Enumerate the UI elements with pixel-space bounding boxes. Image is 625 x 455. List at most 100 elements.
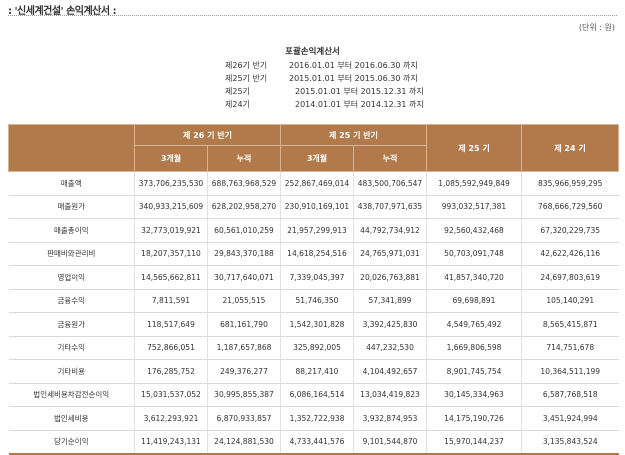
cell-value: 438,707,971,635 [353,195,427,219]
cell-value: 30,145,334,963 [426,383,522,407]
cell-value: 51,746,350 [280,289,354,313]
cell-value: 6,870,933,857 [207,406,281,431]
cell-value: 50,703,091,748 [426,242,522,266]
table-row: 당기순이익 11,419,243,131 24,124,881,530 4,73… [8,430,619,455]
period-label: 제26기 반기 [225,61,268,70]
cell-value: 8,565,415,871 [521,312,619,337]
cell-value: 447,232,530 [353,336,427,360]
cell-value: 252,867,469,014 [280,171,354,196]
cell-value: 1,542,301,828 [280,312,354,337]
header-period-24: 제 24 기 [521,124,619,172]
cell-value: 11,419,243,131 [134,430,208,455]
cell-value: 24,124,881,530 [207,430,281,455]
cell-value: 24,765,971,031 [353,242,427,266]
cell-value: 688,763,968,529 [207,171,281,196]
period-row: 제25기 반기 2015.01.01 부터 2015.06.30 까지 [225,72,424,85]
subheader-3month: 3개월 [134,145,208,172]
cell-value: 483,500,706,547 [353,171,427,196]
cell-value: 69,698,891 [426,289,522,313]
period-range: 2016.01.01 부터 2016.06.30 까지 [289,61,418,70]
row-label: 매출원가 [8,195,135,219]
period-row: 제26기 반기 2016.01.01 부터 2016.06.30 까지 [225,59,424,72]
cell-value: 176,285,752 [134,359,208,384]
period-row: 제25기 2015.01.01 부터 2015.12.31 까지 [225,85,424,98]
cell-value: 29,843,370,188 [207,242,281,266]
table-row: 기타수익 752,866,051 1,187,657,868 325,892,0… [8,336,619,360]
cell-value: 8,901,745,754 [426,359,522,384]
cell-value: 340,933,215,609 [134,195,208,219]
cell-value: 835,966,959,295 [521,171,619,196]
cell-value: 1,669,806,598 [426,336,522,360]
cell-value: 993,032,517,381 [426,195,522,219]
cell-value: 88,217,410 [280,359,354,384]
cell-value: 230,910,169,101 [280,195,354,219]
header-period-25: 제 25 기 [426,124,522,172]
cell-value: 6,086,164,514 [280,383,354,407]
cell-value: 4,104,492,657 [353,359,427,384]
period-row: 제24기 2014.01.01 부터 2014.12.31 까지 [225,98,424,111]
cell-value: 628,202,958,270 [207,195,281,219]
cell-value: 768,666,729,560 [521,195,619,219]
row-label: 금융수익 [8,289,135,313]
cell-value: 1,352,722,938 [280,406,354,431]
cell-value: 14,175,190,726 [426,406,522,431]
cell-value: 92,560,432,468 [426,218,522,243]
heading-divider [8,15,617,16]
row-label: 영업이익 [8,265,135,290]
row-label: 매출액 [8,171,135,196]
table-row: 기타비용 176,285,752 249,376,277 88,217,410 … [8,359,619,384]
table-row: 매출원가 340,933,215,609 628,202,958,270 230… [8,195,619,219]
cell-value: 1,085,592,949,849 [426,171,522,196]
cell-value: 6,587,768,518 [521,383,619,407]
cell-value: 15,031,537,052 [134,383,208,407]
period-label: 제25기 [225,87,250,96]
cell-value: 21,957,299,913 [280,218,354,243]
cell-value: 3,392,425,830 [353,312,427,337]
row-label: 당기순이익 [8,430,135,455]
table-row: 매출액 373,706,235,530 688,763,968,529 252,… [8,171,619,196]
period-label: 제25기 반기 [225,74,268,83]
subheader-cumulative: 누적 [353,145,427,172]
cell-value: 41,857,340,720 [426,265,522,290]
header-corner [8,124,135,172]
table-row: 법인세비용차감전순이익 15,031,537,052 30,995,855,38… [8,383,619,407]
row-label: 기타비용 [8,359,135,384]
cell-value: 714,751,678 [521,336,619,360]
row-label: 법인세비용차감전순이익 [8,383,135,407]
cell-value: 14,618,254,516 [280,242,354,266]
unit-note: (단위 : 원) [578,23,615,32]
cell-value: 21,055,515 [207,289,281,313]
cell-value: 24,697,803,619 [521,265,619,290]
cell-value: 57,341,899 [353,289,427,313]
cell-value: 10,364,511,199 [521,359,619,384]
header-period-26-half: 제 26 기 반기 [134,124,281,146]
period-range: 2015.01.01 부터 2015.06.30 까지 [289,74,418,83]
row-label: 금융원가 [8,312,135,337]
row-label: 법인세비용 [8,406,135,431]
row-label: 기타수익 [8,336,135,360]
cell-value: 9,101,544,870 [353,430,427,455]
cell-value: 4,549,765,492 [426,312,522,337]
cell-value: 3,612,293,921 [134,406,208,431]
period-list: 제26기 반기 2016.01.01 부터 2016.06.30 까지 제25기 … [225,59,424,111]
cell-value: 249,376,277 [207,359,281,384]
cell-value: 118,517,649 [134,312,208,337]
cell-value: 67,320,229,735 [521,218,619,243]
cell-value: 14,565,662,811 [134,265,208,290]
cell-value: 752,866,051 [134,336,208,360]
cell-value: 3,135,843,524 [521,430,619,455]
cell-value: 15,970,144,237 [426,430,522,455]
cell-value: 13,034,419,823 [353,383,427,407]
cell-value: 681,161,790 [207,312,281,337]
period-label: 제24기 [225,100,250,109]
cell-value: 7,339,045,397 [280,265,354,290]
income-statement-table: 제 26 기 반기 제 25 기 반기 제 25 기 제 24 기 3개월 누적… [8,124,619,455]
statement-title: 포괄손익계산서 [285,47,340,57]
subheader-cumulative: 누적 [207,145,281,172]
table-row: 금융원가 118,517,649 681,161,790 1,542,301,8… [8,312,619,337]
period-range: 2014.01.01 부터 2014.12.31 까지 [295,100,424,109]
cell-value: 20,026,763,881 [353,265,427,290]
cell-value: 3,932,874,953 [353,406,427,431]
cell-value: 42,622,426,116 [521,242,619,266]
cell-value: 3,451,924,994 [521,406,619,431]
